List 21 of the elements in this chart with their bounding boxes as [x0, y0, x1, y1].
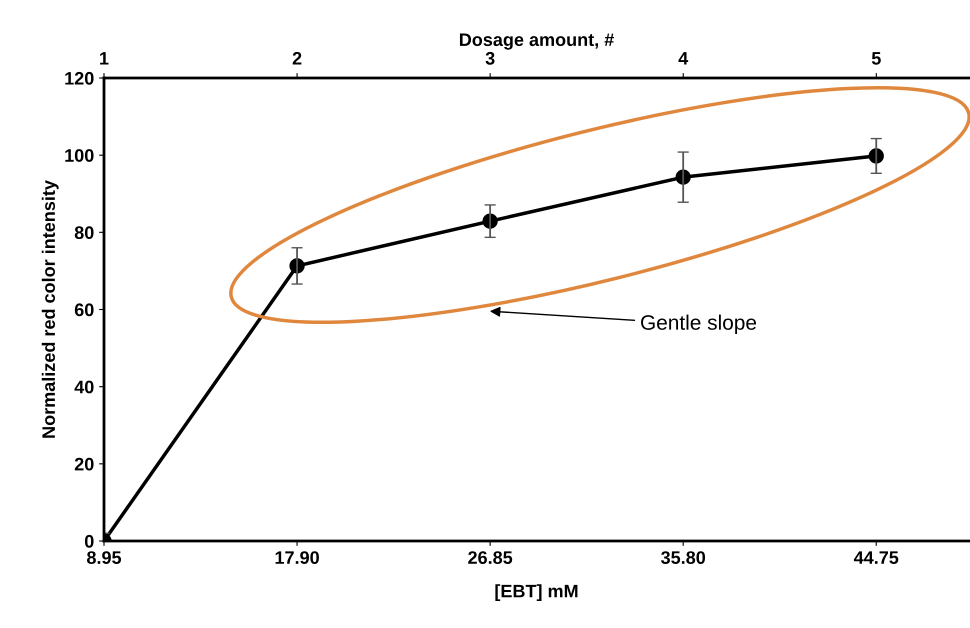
x2-tick-label: 5	[872, 52, 881, 65]
x-tick-label: 8.95	[87, 551, 122, 564]
y-tick-label: 120	[65, 72, 94, 85]
y-tick-label: 100	[65, 149, 94, 162]
y-tick-label: 80	[74, 226, 94, 240]
y-tick-label: 20	[74, 458, 94, 471]
x2-tick-label: 3	[486, 52, 495, 65]
x-axis-title: [EBT] mM	[495, 584, 578, 602]
x2-axis-title: Dosage amount, #	[460, 33, 614, 50]
x2-tick-label: 2	[292, 52, 302, 65]
x-tick-label: 44.75	[854, 551, 898, 564]
y-tick-label: 40	[74, 380, 94, 394]
y-axis-title: Normalized red color intensity	[42, 180, 59, 438]
y-tick-label: 60	[74, 303, 94, 316]
x-tick-label: 17.90	[276, 551, 319, 564]
x-tick-label: 26.85	[468, 551, 512, 564]
y-tick-label: 0	[84, 534, 94, 548]
x2-tick-label: 4	[678, 52, 688, 65]
x2-tick-label: 1	[100, 52, 109, 65]
x-tick-label: 35.80	[661, 551, 706, 564]
annotation: Gentle slope	[641, 314, 756, 334]
